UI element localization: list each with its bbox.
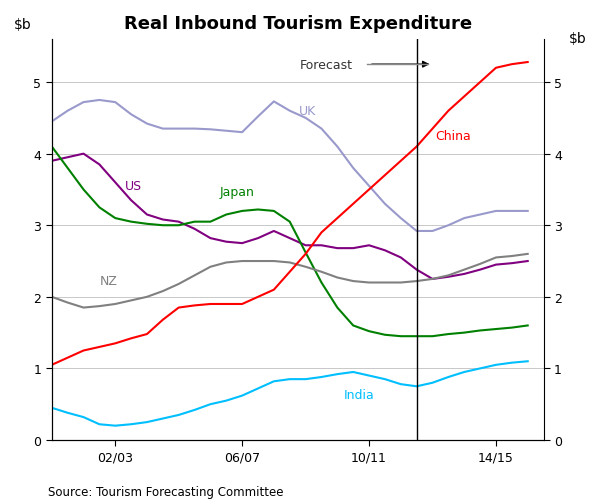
Y-axis label: $b: $b [13,18,31,32]
Y-axis label: $b: $b [569,32,587,46]
Text: NZ: NZ [100,275,117,288]
Text: China: China [436,130,472,143]
Text: Source: Tourism Forecasting Committee: Source: Tourism Forecasting Committee [48,485,284,498]
Title: Real Inbound Tourism Expenditure: Real Inbound Tourism Expenditure [124,15,472,33]
Text: UK: UK [299,105,317,118]
Text: Japan: Japan [220,186,255,199]
Text: US: US [125,180,142,193]
Text: India: India [344,389,374,402]
Text: Forecast: Forecast [299,59,352,72]
